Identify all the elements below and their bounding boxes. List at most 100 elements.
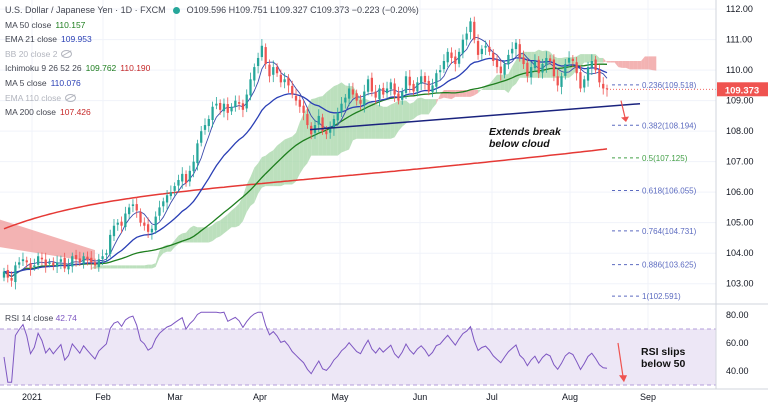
candle-body xyxy=(192,161,195,172)
cloud-segment xyxy=(170,240,175,252)
trend-line xyxy=(309,102,641,131)
rsi-arrow-shaft xyxy=(617,342,624,377)
down-arrow-icon xyxy=(621,116,629,123)
time-tick-label: Jul xyxy=(486,392,498,402)
candlesticks xyxy=(2,16,609,290)
candle-body xyxy=(325,131,328,135)
indicator-label: BB 20 close 2 xyxy=(5,48,58,59)
candle-body xyxy=(355,93,358,101)
candle-body xyxy=(397,93,400,101)
candle-body xyxy=(499,66,502,74)
cloud-segment xyxy=(0,219,95,263)
cloud-segment xyxy=(447,89,452,100)
candle-body xyxy=(423,75,427,83)
price-tick-label: 104.00 xyxy=(726,248,754,258)
indicator-row[interactable]: EMA 21 close 109.953 xyxy=(5,32,419,47)
indicator-row[interactable]: MA 50 close 110.157 xyxy=(5,18,419,33)
indicator-row[interactable]: Ichimoku 9 26 52 26 109.762 110.190 xyxy=(5,61,419,76)
rsi-tick-label: 80.00 xyxy=(726,310,749,320)
cloud-segment xyxy=(625,61,630,70)
cloud-segment xyxy=(406,100,410,124)
candle-body xyxy=(59,259,63,262)
cloud-segment xyxy=(216,220,221,238)
cloud-segment xyxy=(603,57,607,63)
cloud-segment xyxy=(633,61,638,70)
candle-body xyxy=(101,256,104,259)
indicator-label: Ichimoku 9 26 52 26 xyxy=(5,63,82,74)
candle-body xyxy=(511,48,514,54)
candle-body xyxy=(503,64,506,75)
rsi-value: 42.74 xyxy=(55,313,77,323)
cloud-segment xyxy=(239,195,243,226)
candle-body xyxy=(605,88,609,90)
cloud-segment xyxy=(292,132,297,185)
candle-body xyxy=(363,91,366,106)
cloud-segment xyxy=(250,167,255,206)
cloud-segment xyxy=(637,61,642,70)
cloud-segment xyxy=(83,268,88,270)
indicator-row[interactable]: MA 5 close 110.076 xyxy=(5,76,419,91)
candle-body xyxy=(541,64,544,73)
cloud-segment xyxy=(610,61,615,63)
indicator-row[interactable]: MA 200 close 107.426 xyxy=(5,105,419,120)
fib-label: 0.382(108.194) xyxy=(642,121,697,130)
ema21-line xyxy=(3,57,608,274)
candle-body xyxy=(518,44,521,58)
candle-body xyxy=(52,262,55,266)
candle-body xyxy=(602,83,605,89)
drawing-overlay: 109.373 xyxy=(309,82,768,131)
candle-body xyxy=(29,263,32,269)
cloud-segment xyxy=(599,57,604,63)
candle-body xyxy=(241,103,245,110)
cloud-segment xyxy=(413,98,418,119)
indicator-row[interactable]: BB 20 close 2 xyxy=(5,47,419,62)
cloud-segment xyxy=(258,157,262,194)
rsi-label: RSI 14 close xyxy=(5,313,54,323)
cloud-segment xyxy=(504,73,509,94)
cloud-segment xyxy=(349,86,353,150)
cloud-segment xyxy=(455,89,460,97)
rsi-line xyxy=(3,311,608,383)
hidden-eye-icon[interactable] xyxy=(65,93,77,102)
candle-body xyxy=(473,21,476,40)
cloud-segment xyxy=(205,227,209,243)
candle-body xyxy=(492,52,495,62)
indicator-value-2: 110.190 xyxy=(120,63,151,74)
candle-body xyxy=(287,77,290,86)
candle-body xyxy=(120,221,123,226)
cloud-segment xyxy=(436,94,441,104)
rsi-legend[interactable]: RSI 14 close 42.74 xyxy=(5,313,77,323)
candle-body xyxy=(245,94,248,109)
cloud-segment xyxy=(648,56,653,71)
cloud-segment xyxy=(314,96,319,156)
candle-body xyxy=(344,97,347,103)
indicator-label: EMA 110 close xyxy=(5,92,62,103)
down-arrow-shaft xyxy=(620,100,626,118)
indicator-value: 110.076 xyxy=(50,77,81,88)
hidden-eye-icon[interactable] xyxy=(61,50,73,59)
price-tick-label: 105.00 xyxy=(726,218,754,228)
rsi-band xyxy=(0,329,716,385)
indicator-row[interactable]: EMA 110 close xyxy=(5,91,419,106)
candle-body xyxy=(48,262,51,264)
cloud-segment xyxy=(360,98,365,139)
candle-body xyxy=(552,59,556,77)
cloud-segment xyxy=(428,99,433,115)
candle-body xyxy=(226,104,229,113)
cloud-segment xyxy=(148,264,152,269)
candle-body xyxy=(484,45,487,48)
candle-body xyxy=(438,70,442,73)
time-tick-label: Feb xyxy=(95,392,111,402)
symbol-title[interactable]: U.S. Dollar / Japanese Yen · 1D · FXCM xyxy=(5,5,166,15)
indicator-value: 107.426 xyxy=(60,107,91,118)
rsi-tick-label: 60.00 xyxy=(726,338,749,348)
cloud-segment xyxy=(368,99,372,139)
candle-body xyxy=(495,59,499,68)
candle-body xyxy=(416,82,419,92)
candle-body xyxy=(264,47,267,65)
candle-body xyxy=(222,103,226,112)
price-tag xyxy=(717,82,768,97)
cloud-segment xyxy=(140,265,145,269)
time-tick-label: Sep xyxy=(640,392,656,402)
